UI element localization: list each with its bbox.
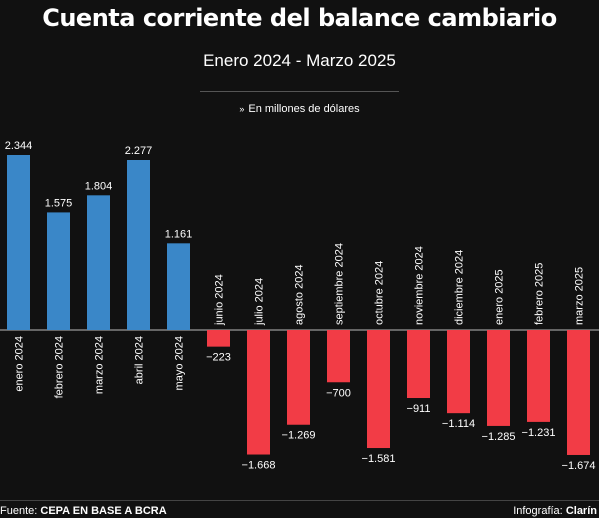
value-label-13: −1.231 xyxy=(522,427,556,439)
value-label-0: 2.344 xyxy=(5,140,33,152)
category-label-11: diciembre 2024 xyxy=(454,250,466,325)
value-label-1: 1.575 xyxy=(45,197,73,209)
value-label-9: −1.581 xyxy=(362,453,396,465)
unit-note-text: En millones de dólares xyxy=(248,103,360,115)
category-label-0: enero 2024 xyxy=(14,336,26,392)
bar-7 xyxy=(287,330,310,425)
value-label-4: 1.161 xyxy=(165,228,193,240)
credit-value: Clarín xyxy=(565,505,597,517)
credit-label: Infografía: xyxy=(513,505,563,517)
bar-8 xyxy=(327,330,350,383)
bar-11 xyxy=(447,330,470,414)
chevron-right-icon: » xyxy=(239,104,245,114)
value-label-11: −1.114 xyxy=(442,418,475,430)
value-label-2: 1.804 xyxy=(85,180,113,192)
unit-note: » En millones de dólares xyxy=(0,103,599,115)
bar-13 xyxy=(527,330,550,422)
value-label-8: −700 xyxy=(326,387,351,399)
bar-10 xyxy=(407,330,430,399)
value-label-7: −1.269 xyxy=(282,430,316,442)
source-credit: Fuente: CEPA EN BASE A BCRA xyxy=(0,505,167,517)
category-label-8: septiembre 2024 xyxy=(334,243,346,325)
value-label-14: −1.674 xyxy=(562,460,596,472)
value-label-10: −911 xyxy=(407,403,431,415)
category-label-13: febrero 2025 xyxy=(534,263,546,325)
footer-divider xyxy=(0,500,599,501)
chart-title: Cuenta corriente del balance cambiario xyxy=(42,4,557,32)
bar-2 xyxy=(87,195,110,330)
bar-6 xyxy=(247,330,270,455)
category-label-4: mayo 2024 xyxy=(174,336,186,390)
category-label-2: marzo 2024 xyxy=(94,336,106,394)
category-label-6: julio 2024 xyxy=(254,278,266,326)
value-label-6: −1.668 xyxy=(242,460,276,472)
chart-subtitle: Enero 2024 - Marzo 2025 xyxy=(203,51,396,70)
source-value: CEPA EN BASE A BCRA xyxy=(40,505,167,517)
bar-4 xyxy=(167,243,190,330)
category-label-1: febrero 2024 xyxy=(54,336,66,398)
category-label-5: junio 2024 xyxy=(214,274,226,326)
source-label: Fuente: xyxy=(0,505,38,517)
category-label-7: agosto 2024 xyxy=(294,264,306,325)
bar-3 xyxy=(127,160,150,330)
infographic-credit: Infografía: Clarín xyxy=(513,505,597,517)
bar-12 xyxy=(487,330,510,426)
value-label-3: 2.277 xyxy=(125,145,153,157)
bar-0 xyxy=(7,155,30,330)
value-label-5: −223 xyxy=(206,352,231,364)
value-label-12: −1.285 xyxy=(482,431,516,443)
bar-9 xyxy=(367,330,390,449)
category-label-10: noviembre 2024 xyxy=(414,246,426,325)
category-label-9: octubre 2024 xyxy=(374,261,386,325)
category-label-3: abril 2024 xyxy=(134,336,146,384)
bar-14 xyxy=(567,330,590,455)
bar-5 xyxy=(207,330,230,347)
category-label-14: marzo 2025 xyxy=(574,267,586,325)
bar-1 xyxy=(47,212,70,330)
title-divider xyxy=(200,91,399,92)
category-label-12: enero 2025 xyxy=(494,269,506,325)
